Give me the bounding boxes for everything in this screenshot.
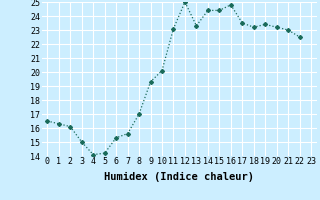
X-axis label: Humidex (Indice chaleur): Humidex (Indice chaleur) xyxy=(104,172,254,182)
